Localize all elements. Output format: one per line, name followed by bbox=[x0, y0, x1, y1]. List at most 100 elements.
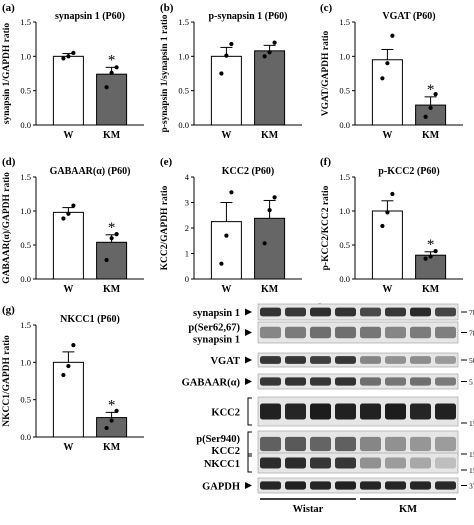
blot-band bbox=[435, 326, 456, 339]
blot-band bbox=[310, 377, 331, 386]
bar bbox=[371, 210, 403, 280]
blot-strip bbox=[257, 373, 459, 390]
blot-band bbox=[335, 457, 356, 469]
blot-band bbox=[360, 403, 381, 420]
data-point bbox=[61, 56, 66, 61]
blot-row: KCC2 150 kD bbox=[211, 396, 474, 428]
y-axis-label: synapsin 1/GAPDH ratio bbox=[2, 23, 12, 125]
chart-title: KCC2 (P60) bbox=[222, 166, 275, 177]
bar bbox=[254, 217, 286, 280]
blot-strip bbox=[257, 321, 459, 344]
blot-band bbox=[310, 326, 331, 339]
chart-title: synapsin 1 (P60) bbox=[55, 11, 125, 22]
bar bbox=[52, 55, 84, 126]
data-point bbox=[267, 208, 272, 213]
size-label: 37 kD bbox=[469, 482, 474, 491]
blot-band bbox=[310, 307, 331, 317]
significance-mark: * bbox=[108, 52, 116, 68]
blot-band bbox=[385, 356, 406, 364]
significance-mark: * bbox=[108, 220, 116, 236]
panel-label: (c) bbox=[320, 2, 333, 14]
arrow-marker bbox=[245, 329, 252, 336]
y-tick-label: 0.5 bbox=[339, 240, 350, 250]
size-label: 78 kD bbox=[469, 308, 474, 317]
blot-strip bbox=[257, 352, 459, 368]
y-tick-label: 1.5 bbox=[20, 320, 31, 330]
blot-band bbox=[360, 436, 381, 452]
bar bbox=[210, 55, 242, 126]
data-point bbox=[71, 50, 76, 56]
blot-band bbox=[335, 307, 356, 317]
y-axis-label: p-synapsin 1/synapsin 1 ratio bbox=[160, 14, 170, 132]
data-point bbox=[109, 70, 114, 75]
y-tick-label: 0 bbox=[185, 274, 189, 284]
data-point bbox=[224, 53, 229, 58]
significance-mark: * bbox=[427, 82, 435, 98]
data-point bbox=[219, 71, 224, 76]
panel-label: (d) bbox=[2, 156, 16, 168]
protein-label: p(Ser62,67) bbox=[188, 323, 240, 334]
x-tick-label: W bbox=[63, 442, 73, 453]
blot-band bbox=[285, 403, 306, 420]
blot-band bbox=[310, 436, 331, 452]
bar bbox=[210, 221, 242, 280]
data-point bbox=[114, 408, 119, 413]
data-point bbox=[229, 190, 234, 195]
blot-strip bbox=[257, 303, 459, 321]
blot-band bbox=[285, 481, 306, 490]
panel-label: (f) bbox=[320, 156, 331, 168]
protein-label: KCC2 bbox=[211, 408, 240, 419]
blot-band bbox=[435, 356, 456, 364]
blot-band bbox=[260, 457, 281, 469]
size-label: 150 kD bbox=[469, 466, 474, 475]
bar bbox=[96, 241, 128, 280]
blot-band bbox=[285, 307, 306, 317]
y-tick-label: 0.0 bbox=[20, 274, 31, 284]
blot-band bbox=[435, 403, 456, 420]
blot-band bbox=[360, 457, 381, 469]
data-point bbox=[104, 257, 109, 263]
blot-band bbox=[410, 377, 431, 386]
y-tick-label: 1.0 bbox=[178, 51, 189, 61]
blot-band bbox=[335, 377, 356, 386]
x-tick-label: W bbox=[382, 130, 392, 141]
y-tick-label: 0.0 bbox=[20, 432, 31, 442]
blot-band bbox=[385, 403, 406, 420]
blot-band bbox=[310, 356, 331, 364]
data-point bbox=[104, 85, 109, 90]
y-tick-label: 1.5 bbox=[339, 17, 350, 27]
arrow-marker bbox=[245, 482, 252, 489]
blot-row: p(Ser62,67)synapsin 1 78 kD bbox=[188, 321, 474, 346]
blot-band bbox=[435, 377, 456, 386]
blot-band bbox=[410, 403, 431, 420]
blot-band bbox=[410, 457, 431, 469]
blot-band bbox=[260, 356, 281, 364]
blot-row: p(Ser940)KCC2 150 kD bbox=[196, 430, 474, 459]
blot-band bbox=[285, 457, 306, 469]
y-tick-label: 1.0 bbox=[20, 357, 31, 367]
group-label: Wistar bbox=[293, 504, 324, 515]
data-point bbox=[272, 40, 277, 45]
x-tick-label: W bbox=[63, 130, 73, 141]
blot-band bbox=[385, 457, 406, 469]
blot-band bbox=[385, 307, 406, 317]
panel-label: (a) bbox=[2, 2, 15, 14]
blot-band bbox=[410, 326, 431, 339]
blot-band bbox=[410, 481, 431, 490]
blot-strip bbox=[257, 477, 459, 494]
data-point bbox=[272, 195, 277, 200]
blot-band bbox=[335, 326, 356, 339]
blot-band bbox=[285, 326, 306, 339]
y-tick-label: 4 bbox=[185, 172, 190, 182]
data-point bbox=[423, 256, 428, 261]
panel-label: (e) bbox=[160, 156, 173, 168]
chart-panel: (b) p-synapsin 1 (P60) p-synapsin 1/synaps… bbox=[160, 2, 302, 141]
chart-panel: (g) NKCC1 (P60) NKCC1/GAPDH ratio 0.0 0.5 1.0… bbox=[2, 304, 144, 453]
data-point bbox=[423, 114, 428, 119]
data-point bbox=[262, 54, 267, 59]
data-point bbox=[61, 216, 66, 221]
blot-panel: (h)synapsin 178 kDp(Ser62,67)synapsin 17… bbox=[182, 302, 474, 515]
panel-label: (b) bbox=[160, 2, 174, 14]
y-axis-label: VGAT/GAPDH ratio bbox=[321, 30, 331, 116]
